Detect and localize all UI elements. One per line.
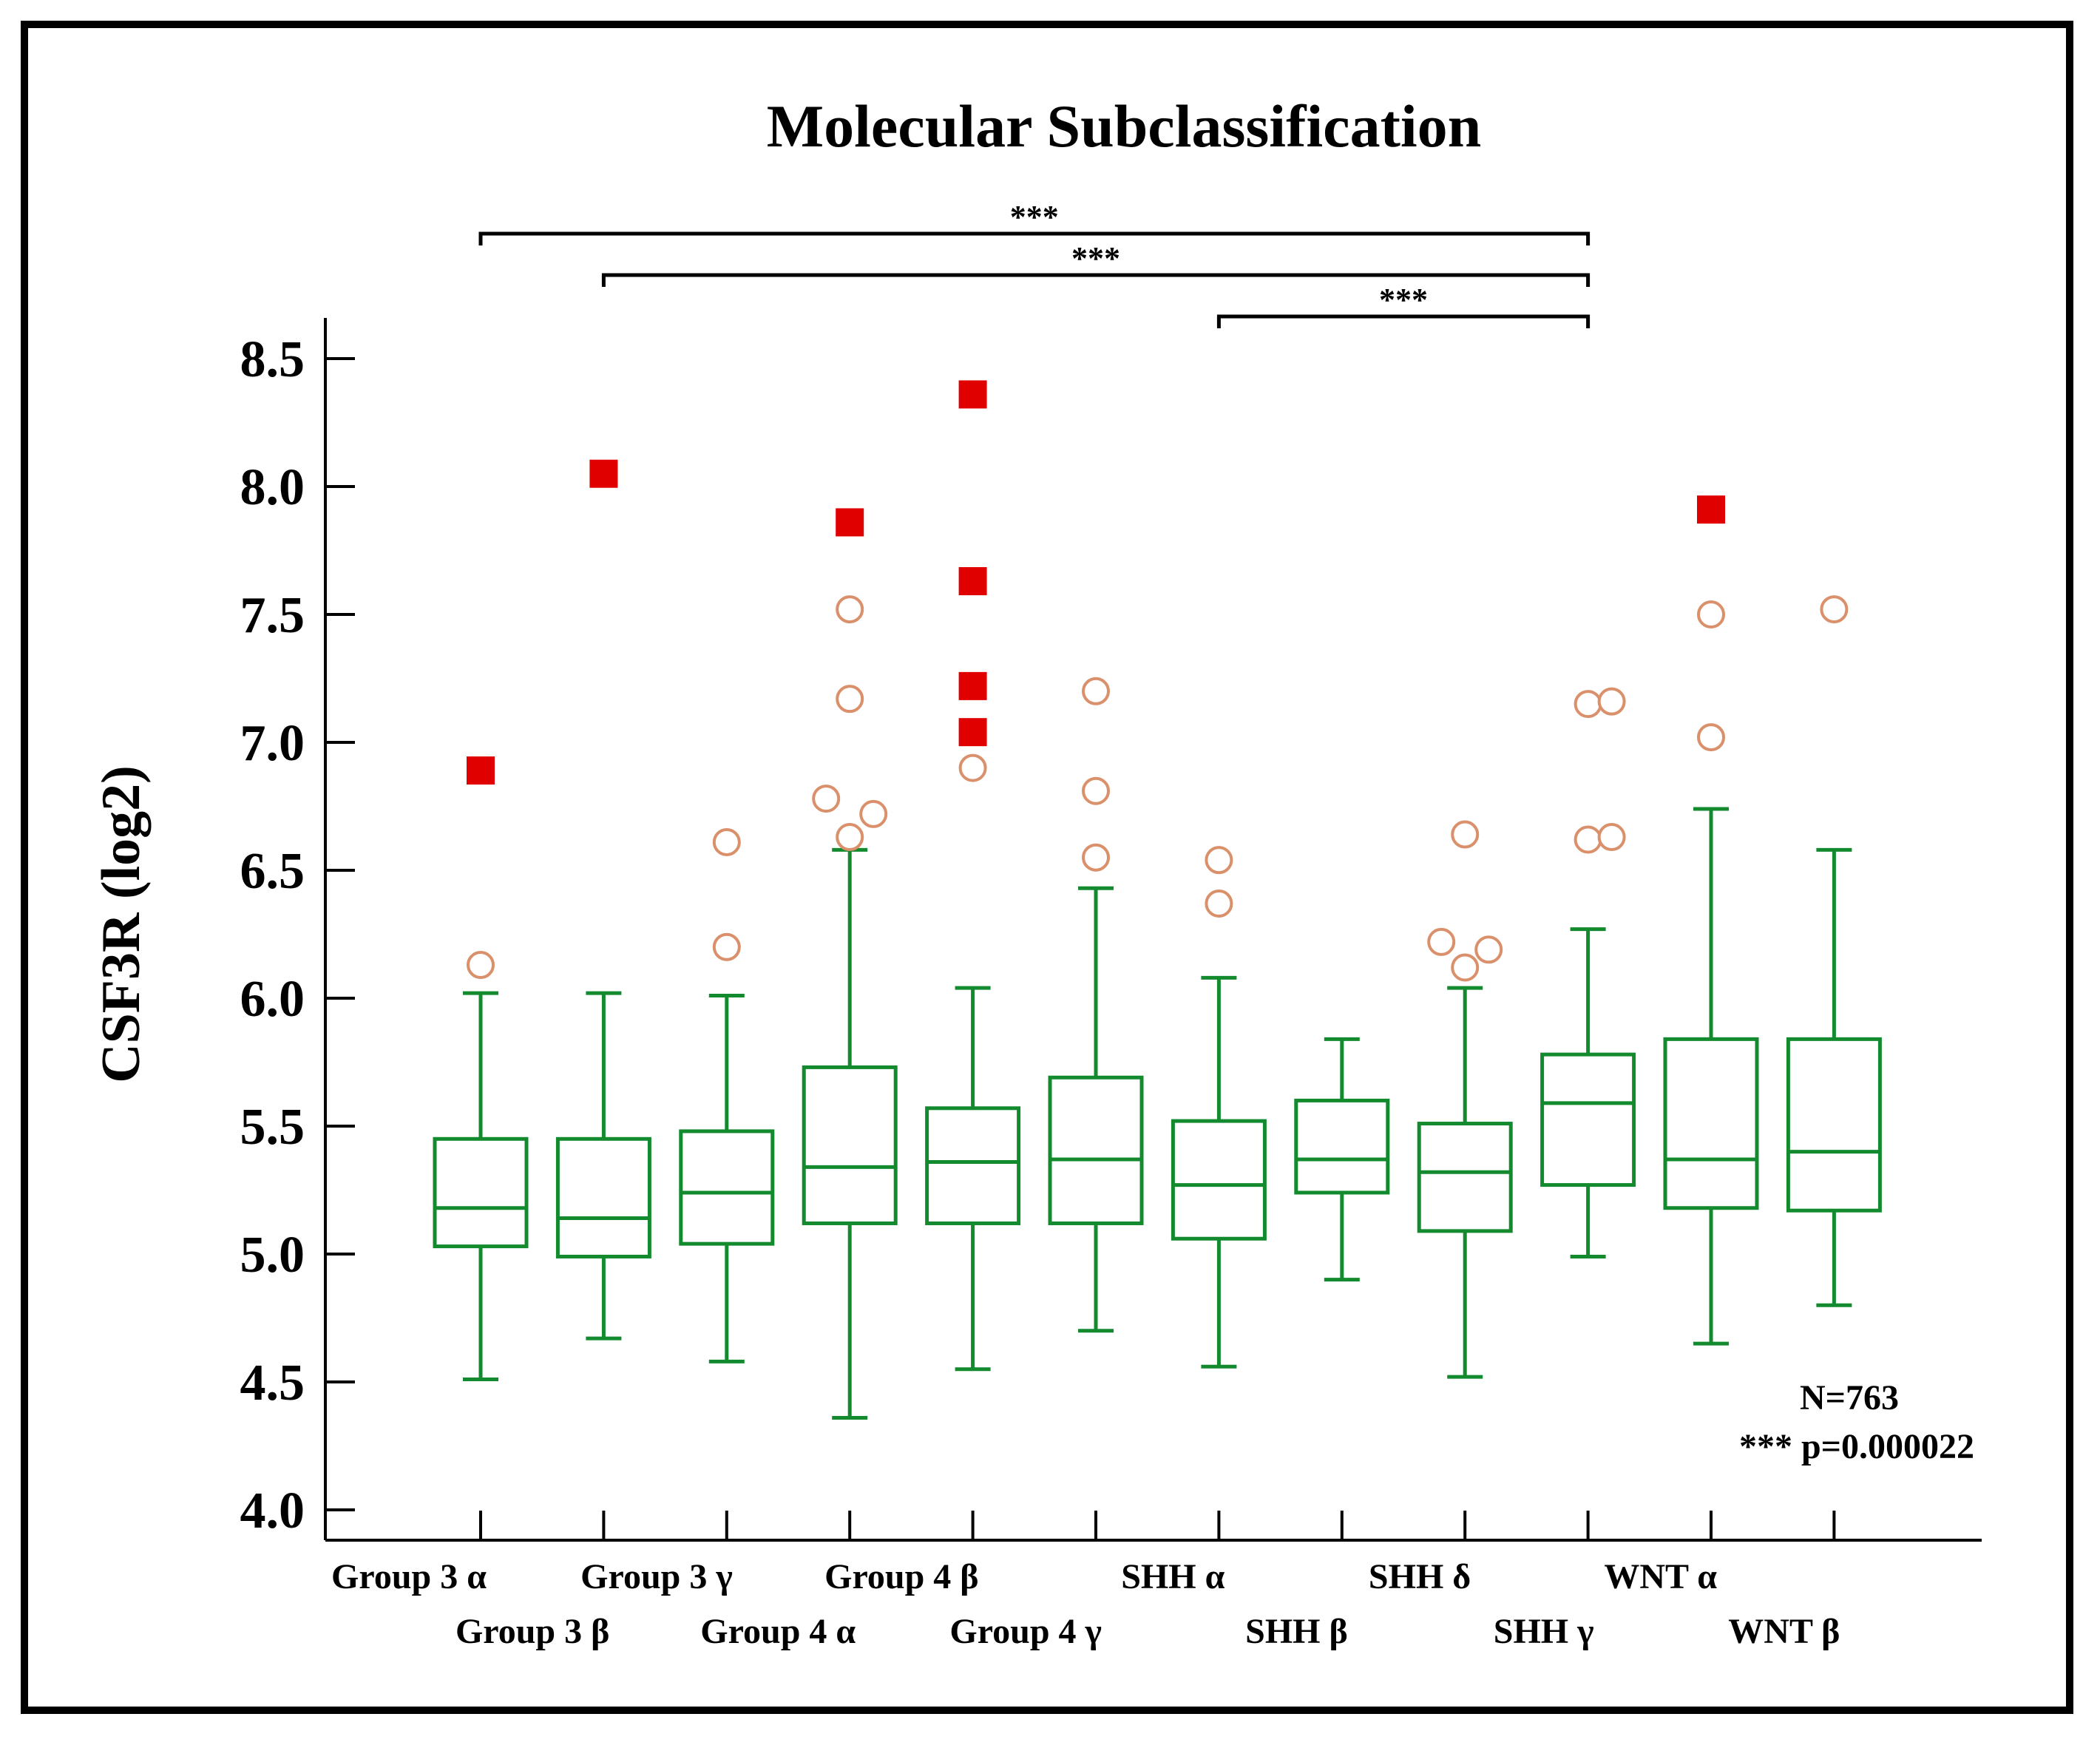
outlier-point	[1574, 825, 1602, 854]
box-9	[1540, 687, 1636, 1258]
outlier-point	[1205, 846, 1233, 875]
outlier-point	[1082, 677, 1110, 705]
outlier-point	[1597, 687, 1626, 716]
extreme-outlier-point	[958, 671, 987, 700]
outlier-point	[1427, 927, 1456, 956]
outlier-point	[812, 785, 841, 813]
box-6	[1171, 846, 1267, 1369]
significance-bracket: ***	[478, 199, 1591, 245]
iqr-box	[1171, 1119, 1267, 1241]
extreme-outlier-point	[1697, 495, 1725, 524]
y-tick-label: 4.0	[240, 1483, 305, 1539]
x-category-label: SHH α	[1121, 1557, 1225, 1596]
x-category-label: SHH γ	[1494, 1612, 1594, 1651]
box-8	[1417, 820, 1513, 1379]
y-tick-label: 5.5	[240, 1099, 305, 1156]
extreme-outlier-point	[836, 508, 864, 537]
y-tick-label: 8.0	[240, 459, 305, 516]
boxes	[433, 380, 1882, 1420]
outlier-point	[859, 799, 888, 828]
x-category-label: Group 4 γ	[949, 1612, 1102, 1651]
outlier-point	[1697, 600, 1725, 628]
y-tick-label: 7.5	[240, 587, 305, 644]
box-11	[1786, 595, 1882, 1307]
chart-title: Molecular Subclassification	[767, 92, 1482, 160]
y-tick-label: 6.0	[240, 971, 305, 1028]
outlier-point	[1697, 723, 1725, 752]
significance-brackets: *** *** ***	[478, 199, 1591, 328]
outlier-point	[1205, 889, 1233, 918]
iqr-box	[802, 1065, 898, 1225]
outlier-point	[1451, 820, 1480, 849]
extreme-outlier-point	[958, 380, 987, 409]
box-1	[555, 459, 651, 1341]
x-category-label: WNT α	[1604, 1557, 1717, 1596]
iqr-box	[433, 1136, 529, 1249]
x-category-label: Group 3 β	[455, 1612, 609, 1651]
extreme-outlier-point	[958, 567, 987, 596]
figure-frame	[21, 21, 2073, 1714]
significance-label: ***	[1010, 199, 1059, 235]
outlier-point	[1820, 595, 1849, 624]
iqr-box	[1786, 1037, 1882, 1213]
x-category-label: Group 3 γ	[580, 1557, 733, 1596]
significance-label: ***	[1071, 240, 1120, 277]
outlier-point	[1451, 953, 1480, 982]
iqr-box	[1663, 1037, 1759, 1210]
significance-label: ***	[1379, 282, 1428, 318]
outlier-point	[836, 823, 864, 852]
x-category-label: WNT β	[1728, 1612, 1840, 1651]
outlier-point	[836, 685, 864, 714]
outlier-point	[1597, 823, 1626, 852]
iqr-box	[1294, 1098, 1390, 1195]
outlier-point	[836, 595, 864, 624]
iqr-box	[679, 1129, 775, 1246]
x-category-label: Group 4 α	[700, 1612, 856, 1651]
iqr-box	[1417, 1122, 1513, 1233]
iqr-box	[1540, 1052, 1636, 1187]
box-3	[802, 508, 898, 1420]
y-tick-label: 8.5	[240, 331, 305, 388]
outlier-point	[1082, 776, 1110, 805]
y-tick-label: 4.5	[240, 1355, 305, 1412]
axes: 4.0 4.5 5.0 5.5 6.0 6.5 7.0 7.5 8.0 8.5	[240, 318, 1982, 1542]
outlier-point	[712, 827, 741, 856]
y-tick-label: 7.0	[240, 715, 305, 772]
outlier-point	[712, 932, 741, 961]
iqr-box	[1048, 1075, 1144, 1225]
y-tick-label: 6.5	[240, 843, 305, 900]
p-value-note: *** p=0.000022	[1739, 1427, 1974, 1466]
x-category-label: SHH β	[1245, 1612, 1348, 1651]
extreme-outlier-point	[589, 459, 618, 488]
significance-bracket: ***	[601, 240, 1591, 287]
y-axis-label: CSF3R (log2)	[91, 765, 152, 1083]
extreme-outlier-point	[467, 756, 495, 785]
extreme-outlier-point	[958, 718, 987, 747]
y-tick-label: 5.0	[240, 1227, 305, 1284]
outlier-point	[1574, 690, 1602, 719]
box-4	[925, 380, 1021, 1372]
x-category-label: Group 3 α	[331, 1557, 487, 1596]
box-5	[1048, 677, 1144, 1333]
box-7	[1294, 1037, 1390, 1282]
significance-bracket: ***	[1216, 282, 1591, 328]
outlier-point	[1474, 935, 1503, 964]
x-category-label: Group 4 β	[824, 1557, 978, 1596]
box-10	[1663, 495, 1759, 1346]
box-2	[679, 827, 775, 1363]
outlier-point	[958, 753, 987, 782]
sample-size-note: N=763	[1800, 1378, 1899, 1417]
box-0	[433, 756, 529, 1382]
iqr-box	[925, 1106, 1021, 1225]
outlier-point	[1082, 843, 1110, 872]
outlier-point	[467, 951, 495, 980]
x-category-label: SHH δ	[1369, 1557, 1471, 1596]
iqr-box	[555, 1136, 651, 1258]
x-category-labels: Group 3 α Group 3 β Group 3 γ Group 4 α Grou…	[331, 1557, 1840, 1651]
